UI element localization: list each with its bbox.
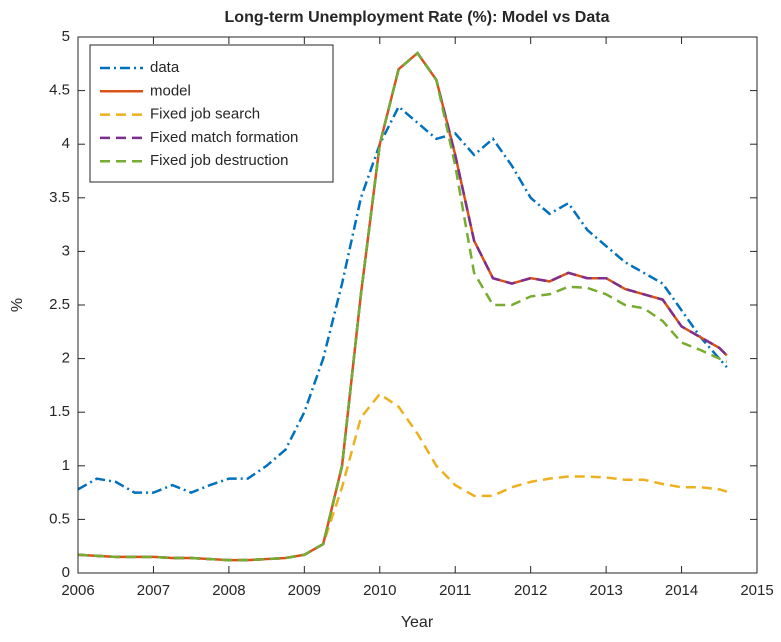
x-tick-label: 2014 xyxy=(665,582,698,599)
x-axis-label: Year xyxy=(401,614,434,631)
y-tick-label: 3.5 xyxy=(49,189,70,206)
legend-box xyxy=(89,44,334,183)
x-tick-label: 2007 xyxy=(137,582,170,599)
y-tick-label: 5 xyxy=(62,28,70,45)
x-tick-label: 2011 xyxy=(439,582,471,599)
y-tick-label: 4 xyxy=(62,135,70,152)
y-tick-label: 4.5 xyxy=(49,82,70,99)
plot-frame xyxy=(77,36,758,574)
x-tick-label: 2015 xyxy=(740,582,773,599)
y-tick-label: 0 xyxy=(62,564,70,581)
x-tick-label: 2009 xyxy=(288,582,321,599)
legend-label: Fixed job destruction xyxy=(150,152,288,169)
legend-label: data xyxy=(150,59,180,76)
y-axis-label: % xyxy=(9,298,26,312)
y-tick-label: 0.5 xyxy=(49,510,70,527)
series-line xyxy=(77,392,728,562)
y-tick-label: 2 xyxy=(62,350,70,367)
x-tick-label: 2008 xyxy=(212,582,245,599)
series-line xyxy=(77,51,728,562)
x-tick-label: 2013 xyxy=(589,582,622,599)
x-tick-label: 2010 xyxy=(363,582,396,599)
y-tick-label: 1 xyxy=(62,457,70,474)
y-tick-label: 1.5 xyxy=(49,403,70,420)
series-line xyxy=(77,104,728,494)
legend-label: Fixed match formation xyxy=(150,129,298,146)
y-tick-label: 3 xyxy=(62,242,70,259)
y-tick-label: 2.5 xyxy=(49,296,70,313)
x-tick-label: 2012 xyxy=(514,582,547,599)
legend-label: model xyxy=(150,82,191,99)
chart-title: Long-term Unemployment Rate (%): Model v… xyxy=(225,9,610,26)
legend-label: Fixed job search xyxy=(150,106,260,123)
x-tick-label: 2006 xyxy=(61,582,94,599)
